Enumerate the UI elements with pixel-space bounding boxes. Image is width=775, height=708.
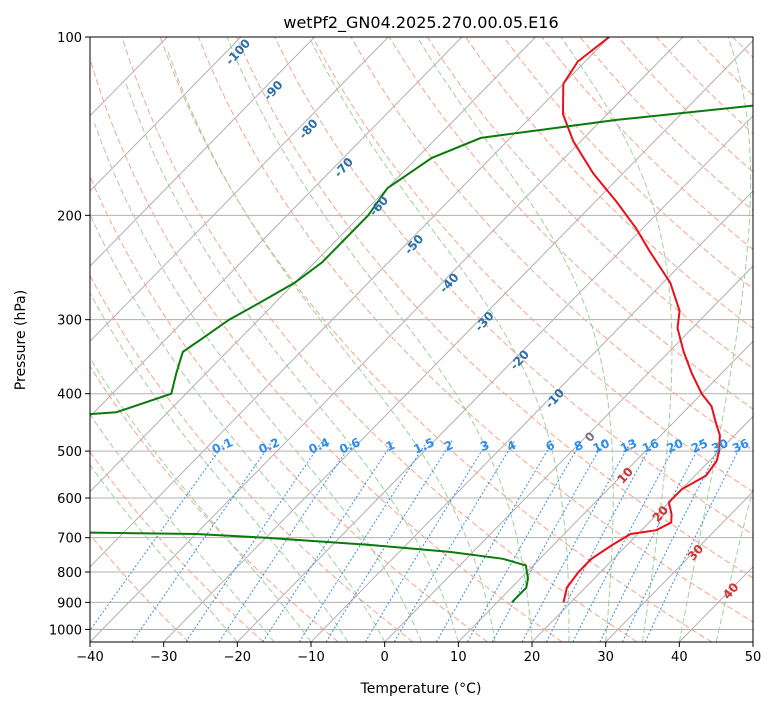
moist-adiabat-line xyxy=(90,356,312,642)
x-tick-label: −20 xyxy=(224,650,251,665)
x-tick-label: 40 xyxy=(671,650,688,665)
isotherm-grid xyxy=(90,37,753,642)
x-tick-label: −30 xyxy=(150,650,177,665)
dry-adiabat-line xyxy=(274,37,753,536)
dry-adiabat-line xyxy=(312,37,753,493)
mixing-ratio-line xyxy=(435,440,554,642)
dewpoint-line xyxy=(90,104,753,604)
x-axis-ticks: −40 −30 −20 −10 0 10 20 30 40 50 xyxy=(76,642,761,665)
isotherm-line xyxy=(163,39,753,642)
x-tick-label: −10 xyxy=(297,650,324,665)
isotherm-line xyxy=(90,37,389,343)
mixing-ratio-line xyxy=(325,440,453,642)
profile-lines xyxy=(90,37,753,604)
mixing-ratio-line xyxy=(262,440,395,642)
x-tick-label: −40 xyxy=(76,650,103,665)
y-tick-label: 600 xyxy=(57,492,82,507)
isotherm-line xyxy=(90,37,463,418)
isotherm-line xyxy=(457,340,753,642)
dry-adiabat-line xyxy=(90,533,190,642)
mixing-ratio-line xyxy=(644,440,744,642)
isotherm-line xyxy=(236,115,753,642)
dry-adiabat-line xyxy=(90,274,414,642)
y-tick-label: 900 xyxy=(57,596,82,611)
dry-adiabats xyxy=(90,37,753,642)
moist-adiabat-line xyxy=(90,464,238,642)
moist-adiabat-line xyxy=(166,49,496,642)
x-tick-label: 20 xyxy=(524,650,541,665)
moist-adiabat-line xyxy=(678,37,752,642)
moist-adiabat-line xyxy=(90,212,386,642)
dry-adiabat-line xyxy=(90,175,488,642)
mixing-ratio-label: 30 xyxy=(709,436,730,456)
isotherm-line xyxy=(310,190,753,642)
isotherm-line xyxy=(90,37,315,267)
y-axis-label: Pressure (hPa) xyxy=(13,290,29,390)
mixing-ratio-line xyxy=(599,440,703,642)
y-axis-ticks: 100 200 300 400 500 600 700 800 900 1000 xyxy=(49,31,90,638)
y-tick-label: 800 xyxy=(57,566,82,581)
dry-adiabat-line xyxy=(90,56,563,642)
mixing-ratio-line xyxy=(521,440,633,642)
isotherm-line xyxy=(90,37,536,493)
moist-adiabat-line xyxy=(94,123,422,642)
plot-frame xyxy=(89,36,754,643)
mixing-ratio-label: 25 xyxy=(689,436,710,456)
y-tick-label: 500 xyxy=(57,445,82,460)
moist-adiabat-line xyxy=(416,37,614,642)
chart-title: wetPf2_GN04.2025.270.00.05.E16 xyxy=(283,13,558,33)
moist-adiabat-line xyxy=(308,37,570,642)
x-axis-label: Temperature (°C) xyxy=(360,681,482,697)
isotherm-line xyxy=(531,415,753,642)
mixing-ratio-label: 13 xyxy=(618,436,639,456)
mixing-ratio-label: 20 xyxy=(664,436,685,456)
y-tick-label: 400 xyxy=(57,388,82,403)
mixing-ratio-line xyxy=(131,440,274,642)
mixing-ratio-line xyxy=(393,440,516,642)
mixing-ratio-line xyxy=(218,440,354,642)
mixing-ratio-lines xyxy=(90,440,744,642)
y-tick-label: 300 xyxy=(57,314,82,329)
x-tick-label: 30 xyxy=(597,650,614,665)
mixing-ratio-line xyxy=(621,440,724,642)
moist-adiabat-line xyxy=(226,37,533,642)
isotherm-line xyxy=(90,37,610,568)
dry-adiabat-line xyxy=(426,37,753,370)
x-tick-label: 0 xyxy=(381,650,389,665)
mixing-ratio-label: 10 xyxy=(591,436,612,456)
dry-adiabat-line xyxy=(159,37,712,642)
mixing-ratio-line xyxy=(298,440,428,642)
isobar-grid xyxy=(90,37,753,630)
moist-adiabat-line xyxy=(90,291,349,642)
y-tick-label: 200 xyxy=(57,209,82,224)
y-tick-label: 700 xyxy=(57,532,82,547)
moist-adiabats xyxy=(90,37,753,642)
mixing-ratio-line xyxy=(185,440,324,642)
mixing-ratio-label: 36 xyxy=(730,436,751,456)
mixing-ratio-line xyxy=(467,440,583,642)
mixing-ratio-line xyxy=(491,440,605,642)
x-tick-label: 10 xyxy=(450,650,467,665)
mixing-ratio-line xyxy=(364,440,489,642)
x-tick-label: 50 xyxy=(745,650,762,665)
isotherm-line xyxy=(90,37,684,642)
y-tick-label: 1000 xyxy=(49,623,82,638)
mixing-ratio-label: 16 xyxy=(640,436,661,456)
mixing-ratio-line xyxy=(90,440,227,632)
y-tick-label: 100 xyxy=(57,31,82,46)
isotherm-line xyxy=(90,37,242,192)
dry-adiabat-line xyxy=(465,37,753,329)
temperature-line xyxy=(561,37,721,603)
dry-adiabat-line xyxy=(350,37,753,451)
isotherm-line xyxy=(605,490,753,642)
dry-adiabat-line xyxy=(121,37,638,642)
